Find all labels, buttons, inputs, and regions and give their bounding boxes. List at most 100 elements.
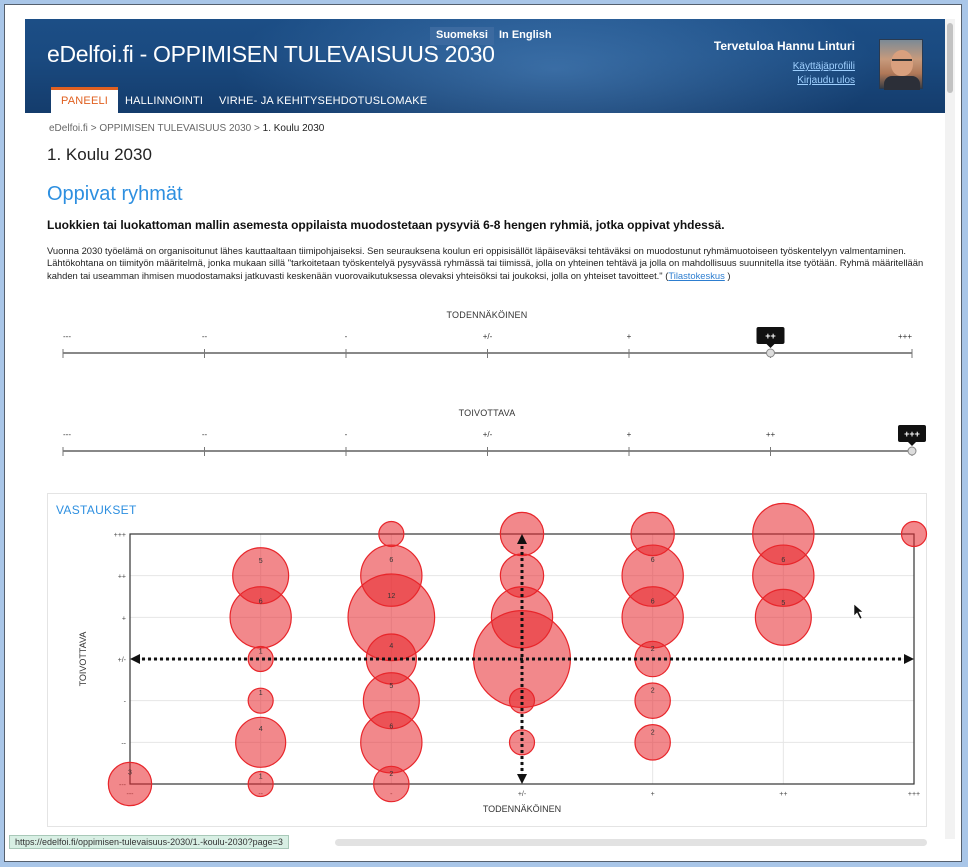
tab-paneeli[interactable]: PANEELI — [51, 87, 119, 113]
y-axis-title: TOIVOTTAVA — [78, 632, 88, 687]
likelihood-slider[interactable]: ------+/-++++++++ — [45, 327, 935, 367]
slider-handle[interactable] — [766, 348, 775, 358]
arrow-right-icon — [904, 654, 914, 664]
slider-title-likely: TODENNÄKÖINEN — [446, 310, 528, 320]
y-tick-label: + — [122, 615, 126, 622]
data-bubble[interactable] — [754, 588, 812, 646]
data-bubble[interactable] — [900, 520, 928, 548]
bubble-count-label: 5 — [259, 558, 263, 565]
site-title[interactable]: eDelfoi.fi - OPPIMISEN TULEVAISUUS 2030 — [47, 41, 495, 67]
x-tick-label: +++ — [908, 791, 920, 798]
slider-value-label: ++ — [765, 331, 776, 341]
slider-tick-label: +/- — [483, 430, 493, 439]
bubble-count-label: 6 — [259, 599, 263, 606]
data-bubble[interactable] — [247, 770, 274, 798]
profile-link[interactable]: Käyttäjäprofiili — [792, 61, 855, 72]
slider-tick-label: - — [345, 430, 348, 439]
horizontal-scrollbar[interactable] — [335, 839, 927, 846]
data-bubble[interactable] — [634, 724, 671, 761]
y-tick-label: - — [124, 699, 127, 706]
breadcrumb-panel[interactable]: OPPIMISEN TULEVAISUUS 2030 — [99, 123, 252, 134]
x-tick-label: +/- — [518, 791, 527, 798]
breadcrumb: eDelfoi.fi > OPPIMISEN TULEVAISUUS 2030 … — [49, 123, 324, 134]
bubble-count-label: 1 — [259, 648, 263, 655]
breadcrumb-home[interactable]: eDelfoi.fi — [49, 123, 88, 134]
bubble-count-label: 5 — [781, 600, 785, 607]
x-axis-title: TODENNÄKÖINEN — [483, 804, 561, 814]
slider-value-tooltip: ++ — [756, 327, 785, 348]
slider-tick-label: ++ — [766, 430, 776, 439]
language-english-link[interactable]: In English — [499, 29, 552, 41]
bubble-count-label: 6 — [781, 557, 785, 564]
bubble-count-label: 2 — [651, 729, 655, 736]
answers-panel: ------+/-++++++------+/-++++++TODENNÄKÖI… — [47, 493, 928, 827]
mouse-cursor-icon — [853, 603, 864, 620]
language-finnish-link[interactable]: Suomeksi — [430, 27, 494, 45]
slider-tick-label: -- — [202, 332, 208, 341]
breadcrumb-separator: > — [90, 123, 97, 134]
tab-feedback-form[interactable]: VIRHE- JA KEHITYSEHDOTUSLOMAKE — [219, 95, 428, 107]
bubble-count-label: 12 — [387, 593, 395, 600]
bubble-count-label: 6 — [389, 724, 393, 731]
breadcrumb-separator: > — [254, 123, 260, 134]
y-tick-label: -- — [121, 740, 126, 747]
data-bubble[interactable] — [107, 761, 153, 807]
browser-frame: eDelfoi.fi - OPPIMISEN TULEVAISUUS 2030 … — [4, 4, 962, 862]
data-bubble[interactable] — [247, 645, 274, 673]
bubble-count-label: 3 — [128, 769, 132, 776]
bubble-count-label: 2 — [389, 771, 393, 778]
bubble-layer: 3 5 6 1 1 4 1 6 12 4 5 6 2 6 6 2 2 2 6 5 — [107, 502, 928, 807]
vertical-scrollbar[interactable] — [945, 19, 955, 839]
site-header: eDelfoi.fi - OPPIMISEN TULEVAISUUS 2030 … — [25, 19, 947, 113]
bubble-count-label: 6 — [651, 557, 655, 564]
arrow-left-icon — [130, 654, 140, 664]
bubble-count-label: 2 — [651, 646, 655, 653]
data-bubble[interactable] — [247, 687, 274, 714]
arrow-up-icon — [517, 534, 527, 544]
data-bubble[interactable] — [634, 682, 671, 719]
body-text: Vuonna 2030 työelämä on organisoitunut l… — [47, 245, 925, 282]
tab-hallinnointi[interactable]: HALLINNOINTI — [125, 95, 204, 107]
data-bubble[interactable] — [621, 586, 684, 649]
arrow-down-icon — [517, 774, 527, 784]
bubble-count-label: 6 — [389, 557, 393, 564]
slider-tick-label: -- — [202, 430, 208, 439]
desirability-slider[interactable]: ------+/-+++++++++ — [45, 425, 935, 465]
slider-value-label: +++ — [904, 429, 920, 439]
data-bubble[interactable] — [630, 511, 675, 557]
data-bubble[interactable] — [508, 729, 536, 756]
data-bubble[interactable] — [232, 547, 290, 605]
bubble-count-label: 4 — [259, 726, 263, 733]
status-bar-url: https://edelfoi.fi/oppimisen-tulevaisuus… — [9, 835, 289, 849]
bubble-count-label: 2 — [651, 688, 655, 695]
logout-link[interactable]: Kirjaudu ulos — [797, 75, 855, 86]
slider-handle[interactable] — [907, 446, 917, 456]
bubble-count-label: 1 — [259, 773, 263, 780]
answers-bubble-chart: ------+/-++++++------+/-++++++TODENNÄKÖI… — [78, 502, 928, 814]
slider-tick-label: + — [627, 332, 632, 341]
data-bubble[interactable] — [508, 687, 536, 714]
avatar — [879, 39, 923, 90]
y-tick-label: +++ — [114, 532, 126, 539]
slider-tick-label: + — [627, 430, 632, 439]
welcome-text: Tervetuloa Hannu Linturi — [713, 39, 855, 53]
answers-title: VASTAUKSET — [56, 503, 137, 517]
x-tick-label: + — [651, 791, 655, 798]
data-bubble[interactable] — [235, 716, 287, 768]
body-paragraph-end: ) — [724, 269, 731, 281]
slider-tick-label: +/- — [483, 332, 493, 341]
bubble-count-label: 1 — [259, 690, 263, 697]
bubble-count-label: 6 — [651, 599, 655, 606]
page-title: 1. Koulu 2030 — [47, 145, 152, 164]
data-bubble[interactable] — [373, 765, 410, 803]
slider-tick-label: --- — [63, 332, 71, 341]
y-tick-label: ++ — [118, 574, 126, 581]
source-link[interactable]: Tilastokeskus — [668, 269, 725, 281]
data-bubble[interactable] — [378, 520, 405, 548]
bubble-count-label: 4 — [389, 643, 393, 650]
lead-text: Luokkien tai luokattoman mallin asemesta… — [47, 218, 725, 232]
slider-tick-label: +++ — [898, 332, 912, 341]
scrollbar-thumb[interactable] — [947, 23, 953, 93]
slider-title-desirable: TOIVOTTAVA — [458, 408, 516, 418]
slider-tick-label: - — [345, 332, 348, 341]
